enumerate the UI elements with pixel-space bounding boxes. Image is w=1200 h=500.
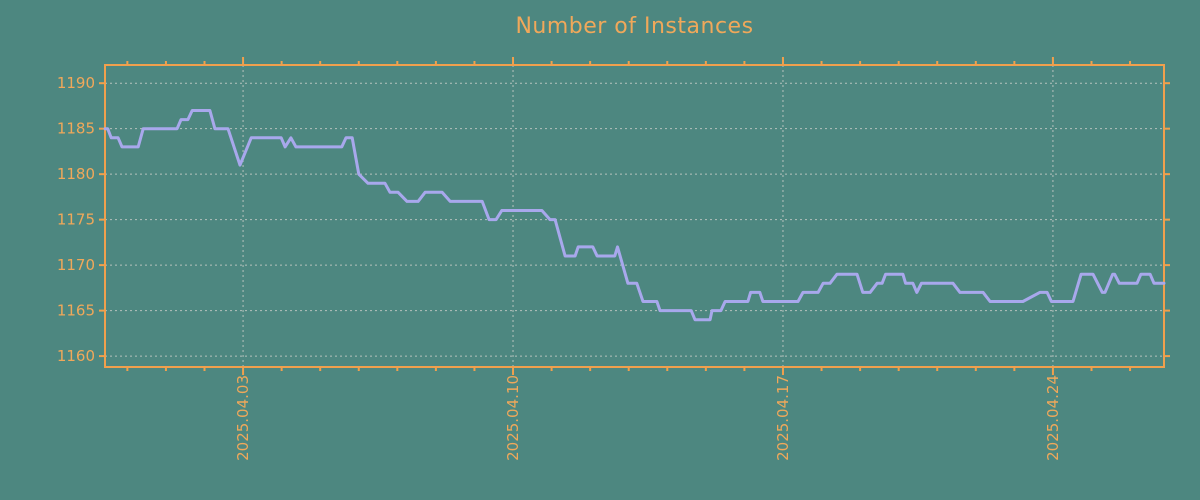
y-tick-label: 1175 <box>57 211 95 229</box>
plot-border <box>104 64 1165 368</box>
chart-title: Number of Instances <box>515 14 754 39</box>
x-tick-label: 2025.04.03 <box>234 375 252 461</box>
x-tick-label: 2025.04.17 <box>774 375 792 461</box>
y-tick-label: 1165 <box>57 302 95 320</box>
y-tick-label: 1170 <box>57 256 95 274</box>
y-tick-label: 1190 <box>57 74 95 92</box>
y-tick-label: 1185 <box>57 120 95 138</box>
data-line <box>103 109 1166 322</box>
y-tick-label: 1180 <box>57 165 95 183</box>
x-tick-label: 2025.04.24 <box>1044 375 1062 461</box>
x-tick-label: 2025.04.10 <box>504 375 522 461</box>
y-tick-label: 1160 <box>57 347 95 365</box>
